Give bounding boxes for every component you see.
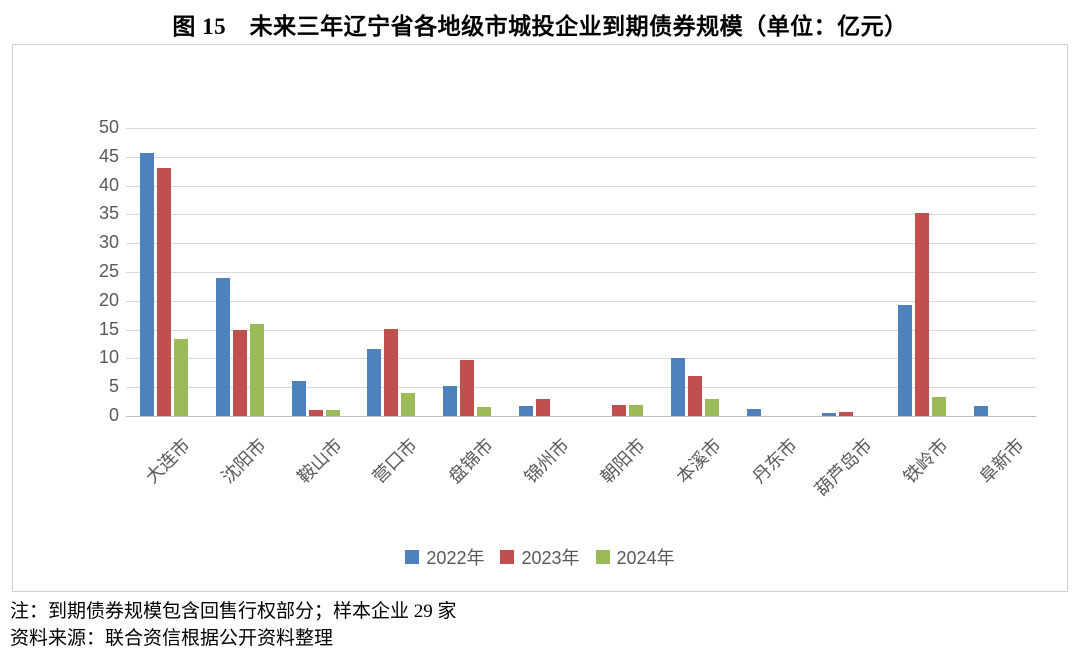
bar-2024年: [932, 397, 947, 416]
bar-2023年: [156, 168, 171, 416]
legend-label: 2022年: [426, 548, 485, 568]
y-axis-tick-label: 30: [98, 232, 119, 253]
gridline: [126, 128, 1036, 129]
x-axis-category-label: 大连市: [141, 434, 194, 488]
gridline: [126, 156, 1036, 158]
legend-swatch-icon: [405, 550, 420, 564]
bar-2022年: [822, 412, 837, 416]
x-axis-category-label: 葫芦岛市: [811, 434, 877, 500]
bar-2022年: [746, 409, 761, 416]
bar-2023年: [536, 399, 551, 416]
x-axis-category-label: 盘锦市: [444, 434, 498, 488]
bar-2024年: [325, 409, 340, 416]
x-axis-category-label: 营口市: [369, 434, 422, 488]
bar-2024年: [401, 393, 416, 416]
bar-2022年: [974, 406, 989, 416]
y-axis-tick-label: 5: [108, 376, 119, 397]
y-axis-tick-label: 35: [98, 203, 119, 224]
bar-2023年: [384, 329, 399, 416]
y-axis-tick-label: 45: [98, 145, 119, 166]
gridline: [126, 329, 1036, 331]
y-axis-tick-label: 50: [98, 117, 119, 137]
bar-group: [657, 128, 733, 416]
gridline: [126, 185, 1036, 187]
footnote-note: 注：到期债券规模包含回售行权部分；样本企业 29 家: [10, 601, 457, 622]
bar-group: [202, 128, 278, 416]
gridline: [126, 387, 1036, 389]
bar-2024年: [173, 338, 188, 416]
x-axis-category-label: 鞍山市: [293, 434, 346, 488]
footnote-source: 资料来源：联合资信根据公开资料整理: [10, 628, 334, 649]
y-axis-tick-label: 0: [108, 405, 119, 425]
y-axis-tick-label: 40: [98, 174, 119, 195]
legend-item: 2023年: [500, 544, 580, 570]
x-axis-category-label: 阜新市: [975, 434, 1029, 488]
bar-2022年: [139, 153, 154, 416]
bar-2023年: [611, 404, 626, 416]
x-axis-category-label: 朝阳市: [596, 434, 649, 488]
bar-2023年: [839, 412, 854, 416]
legend-label: 2023年: [521, 548, 580, 568]
x-axis-category-label: 丹东市: [748, 434, 801, 488]
x-axis-category-label: 铁岭市: [899, 434, 953, 488]
y-axis-tick-label: 15: [98, 318, 119, 339]
bar-2024年: [249, 323, 264, 416]
bar-2023年: [232, 329, 247, 416]
legend-item: 2024年: [595, 544, 675, 570]
x-axis-category-label: 锦州市: [520, 434, 574, 488]
bar-2022年: [898, 304, 913, 416]
bar-group: [581, 128, 657, 416]
footnotes: 注：到期债券规模包含回售行权部分；样本企业 29 家 资料来源：联合资信根据公开…: [10, 598, 457, 652]
chart-title: 图 15 未来三年辽宁省各地级市城投企业到期债券规模（单位：亿元）: [172, 14, 908, 39]
plot-area: [126, 128, 1036, 417]
bar-2024年: [628, 405, 643, 416]
y-axis-tick-label: 10: [98, 347, 119, 368]
bar-2023年: [687, 376, 702, 416]
x-axis-line: [126, 416, 1036, 417]
bar-2022年: [291, 381, 306, 416]
x-axis-category-label: 沈阳市: [217, 434, 270, 488]
gridline: [126, 272, 1036, 273]
y-axis-tick-label: 25: [98, 261, 119, 281]
bar-group: [126, 128, 202, 416]
bar-2023年: [460, 359, 475, 416]
bar-group: [809, 128, 885, 416]
bar-2022年: [367, 349, 382, 416]
y-axis-tick-label: 20: [98, 289, 119, 310]
bar-2023年: [308, 409, 323, 416]
bar-2024年: [477, 406, 492, 416]
bar-2024年: [704, 398, 719, 416]
bar-group: [960, 128, 1036, 416]
bar-2023年: [915, 212, 930, 416]
bar-group: [505, 128, 581, 416]
chart-legend: 2022年 2023年 2024年: [13, 544, 1067, 570]
bar-group: [884, 128, 960, 416]
chart-box: 2022年 2023年 2024年 0 5 10 15 20 25 30 35 40 45 50 大连市沈…: [12, 44, 1068, 592]
bar-group: [429, 128, 505, 416]
legend-swatch-icon: [500, 550, 515, 564]
legend-label: 2024年: [616, 548, 675, 568]
bar-group: [278, 128, 354, 416]
gridline: [126, 358, 1036, 360]
legend-item: 2022年: [405, 544, 484, 570]
bar-group: [733, 128, 809, 416]
gridline: [126, 214, 1036, 216]
bar-2022年: [443, 385, 458, 416]
bar-group: [354, 128, 430, 416]
bar-2022年: [519, 406, 534, 416]
bar-2022年: [670, 358, 685, 416]
legend-swatch-icon: [595, 550, 610, 564]
bar-2022年: [215, 278, 230, 416]
gridline: [126, 300, 1036, 302]
gridline: [126, 243, 1036, 245]
x-axis-category-label: 本溪市: [672, 434, 725, 488]
